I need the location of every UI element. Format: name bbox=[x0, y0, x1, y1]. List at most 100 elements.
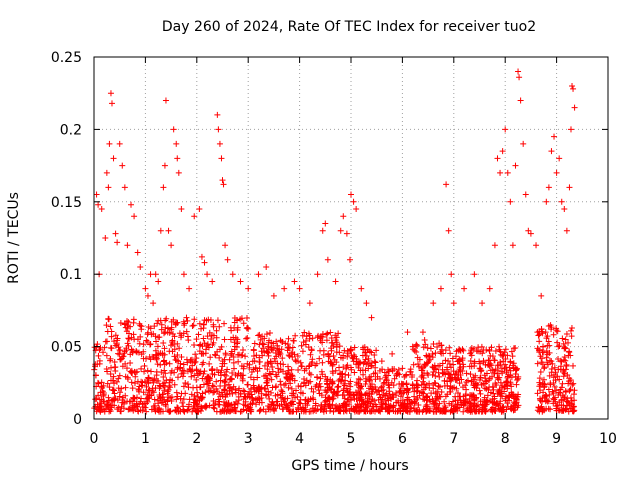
band-point bbox=[180, 361, 187, 368]
data-point bbox=[110, 155, 117, 162]
band-point bbox=[375, 388, 382, 395]
band-point bbox=[565, 339, 572, 346]
band-point bbox=[95, 380, 102, 387]
band-point bbox=[235, 370, 242, 377]
band-point bbox=[327, 405, 334, 412]
band-point bbox=[208, 366, 215, 373]
band-point bbox=[482, 407, 489, 414]
data-point bbox=[155, 278, 162, 285]
band-point bbox=[326, 394, 333, 401]
band-point bbox=[198, 325, 205, 332]
data-point bbox=[516, 74, 523, 81]
band-point bbox=[441, 398, 448, 405]
band-point bbox=[552, 394, 559, 401]
band-point bbox=[383, 376, 390, 383]
band-point bbox=[184, 317, 191, 324]
band-point bbox=[434, 404, 441, 411]
band-point bbox=[513, 396, 520, 403]
band-point bbox=[273, 338, 280, 345]
band-point bbox=[426, 353, 433, 360]
band-point bbox=[362, 380, 369, 387]
band-point bbox=[500, 407, 507, 414]
band-point bbox=[294, 404, 301, 411]
band-point bbox=[410, 346, 417, 353]
band-point bbox=[391, 375, 398, 382]
band-point bbox=[129, 385, 136, 392]
band-point bbox=[277, 366, 284, 373]
data-point bbox=[358, 285, 365, 292]
band-point bbox=[348, 366, 355, 373]
data-point bbox=[497, 169, 504, 176]
band-point bbox=[279, 394, 286, 401]
data-point bbox=[196, 206, 203, 213]
band-point bbox=[444, 378, 451, 385]
band-point bbox=[312, 400, 319, 407]
data-point bbox=[201, 259, 208, 266]
band-point bbox=[435, 369, 442, 376]
band-point bbox=[503, 369, 510, 376]
band-point bbox=[206, 360, 213, 367]
x-tick-label: 10 bbox=[599, 431, 617, 447]
band-point bbox=[268, 346, 275, 353]
band-point bbox=[153, 338, 160, 345]
band-point bbox=[397, 385, 404, 392]
band-point bbox=[242, 393, 249, 400]
data-point bbox=[543, 198, 550, 205]
band-point bbox=[346, 390, 353, 397]
data-point bbox=[378, 358, 385, 365]
band-point bbox=[107, 371, 114, 378]
band-point bbox=[569, 408, 576, 415]
band-point bbox=[378, 405, 385, 412]
band-point bbox=[173, 396, 180, 403]
band-point bbox=[193, 367, 200, 374]
band-point bbox=[418, 367, 425, 374]
band-point bbox=[360, 360, 367, 367]
data-point bbox=[450, 300, 457, 307]
band-point bbox=[356, 408, 363, 415]
band-point bbox=[548, 326, 555, 333]
band-point bbox=[565, 380, 572, 387]
band-point bbox=[504, 373, 511, 380]
band-point bbox=[144, 367, 151, 374]
band-point bbox=[537, 353, 544, 360]
band-point bbox=[183, 328, 190, 335]
band-point bbox=[340, 386, 347, 393]
band-point bbox=[464, 398, 471, 405]
band-point bbox=[211, 405, 218, 412]
band-point bbox=[565, 352, 572, 359]
band-point bbox=[497, 359, 504, 366]
band-point bbox=[96, 346, 103, 353]
band-point bbox=[449, 398, 456, 405]
band-point bbox=[137, 333, 144, 340]
band-point bbox=[124, 398, 131, 405]
band-point bbox=[372, 369, 379, 376]
band-point bbox=[398, 380, 405, 387]
band-point bbox=[497, 405, 504, 412]
band-point bbox=[452, 393, 459, 400]
band-point bbox=[351, 353, 358, 360]
band-point bbox=[247, 374, 254, 381]
band-point bbox=[441, 377, 448, 384]
data-point bbox=[520, 140, 527, 147]
band-point bbox=[510, 407, 517, 414]
data-point bbox=[162, 97, 169, 104]
band-point bbox=[543, 348, 550, 355]
band-point bbox=[265, 349, 272, 356]
data-point bbox=[128, 201, 135, 208]
band-point bbox=[185, 337, 192, 344]
band-point bbox=[161, 357, 168, 364]
band-point bbox=[484, 392, 491, 399]
band-point bbox=[551, 383, 558, 390]
band-point bbox=[202, 389, 209, 396]
band-point bbox=[135, 408, 142, 415]
band-point bbox=[450, 368, 457, 375]
band-point bbox=[446, 361, 453, 368]
band-point bbox=[213, 378, 220, 385]
band-point bbox=[303, 333, 310, 340]
band-point bbox=[205, 344, 212, 351]
band-point bbox=[504, 403, 511, 410]
band-point bbox=[561, 345, 568, 352]
data-point bbox=[137, 263, 144, 270]
band-point bbox=[439, 408, 446, 415]
band-point bbox=[269, 364, 276, 371]
